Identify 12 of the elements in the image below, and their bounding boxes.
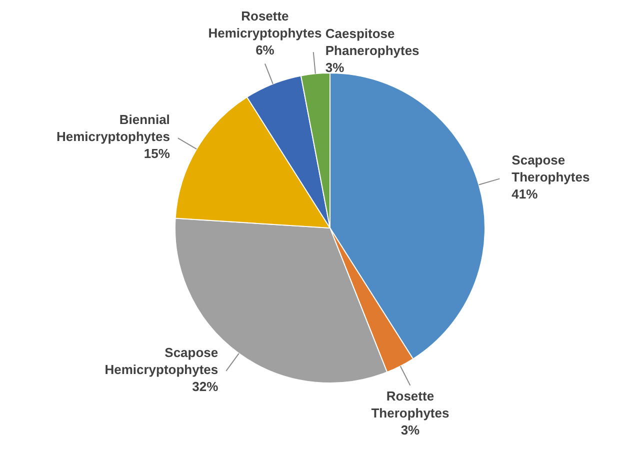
data-label: 15%: [144, 146, 170, 162]
slice-label: Caespitose Phanerophytes: [325, 26, 420, 59]
data-label: 6%: [256, 43, 275, 58]
data-label: 3%: [400, 422, 420, 438]
slice-label: Scapose Therophytes: [512, 153, 590, 186]
data-label: 3%: [325, 60, 345, 76]
slice-label: Scapose Hemicryptophytes: [104, 345, 218, 378]
slice-label: Rosette Hemicryptophytes: [208, 9, 322, 42]
slice-label: Biennial Hemicryptophytes: [56, 112, 170, 144]
data-label: 41%: [512, 187, 538, 202]
slice-label: Rosette Therophytes: [371, 388, 450, 421]
data-label: 32%: [192, 379, 219, 394]
